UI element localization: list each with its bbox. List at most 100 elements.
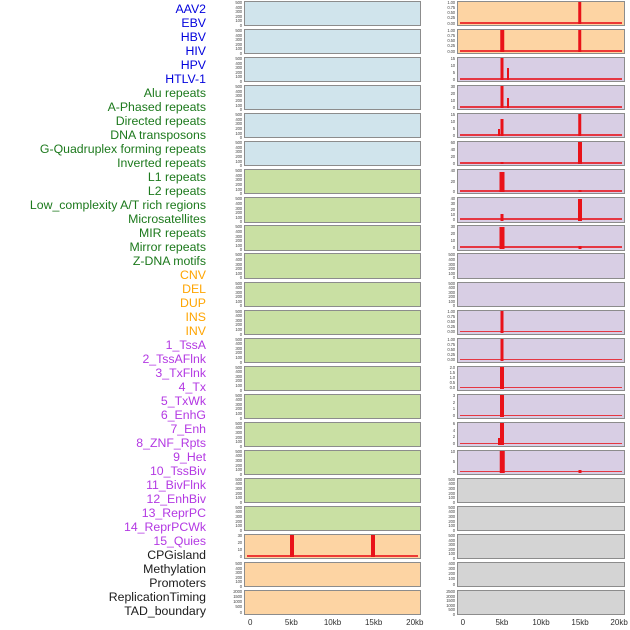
profile-panel-7-enh bbox=[457, 225, 625, 251]
profile-panel-mir-repeats bbox=[244, 449, 421, 475]
y-tick-label: 200 bbox=[235, 406, 242, 412]
signal-baseline bbox=[460, 190, 622, 192]
signal-peak bbox=[500, 310, 504, 333]
y-tick-label: 200 bbox=[235, 97, 242, 103]
y-tick-label: 2.0 bbox=[449, 364, 456, 370]
y-tick-label: 40 bbox=[450, 168, 456, 174]
y-tick-label: 300 bbox=[448, 542, 455, 548]
signal-baseline bbox=[460, 246, 622, 248]
track-label-1-tssa: 1_TssA bbox=[165, 338, 206, 352]
y-tick-label: 300 bbox=[448, 566, 455, 572]
y-tick-label: 0.75 bbox=[447, 341, 455, 347]
signal-peak bbox=[500, 394, 505, 417]
profile-panel-6-enhg bbox=[457, 197, 625, 223]
track-label-hbv: HBV bbox=[180, 30, 206, 44]
y-tick-label: 0 bbox=[239, 247, 242, 253]
y-tick-label: 20 bbox=[237, 539, 243, 545]
signal-peak bbox=[500, 338, 504, 361]
y-tick-label: 0 bbox=[452, 499, 455, 505]
y-tick-label: 0.50 bbox=[447, 318, 455, 324]
track-label-8-znf-rpts: 8_ZNF_Rpts bbox=[136, 436, 206, 450]
x-tick-label: 10kb bbox=[532, 617, 550, 627]
y-tick-label: 200 bbox=[235, 518, 242, 524]
y-tick-label: 200 bbox=[448, 571, 455, 577]
track-label-2-tssaflnk: 2_TssAFlnk bbox=[142, 352, 206, 366]
y-axis-ticks-ins: 1.00 0.75 0.50 0.25 0.00 bbox=[423, 0, 455, 26]
y-tick-label: 3 bbox=[452, 392, 455, 398]
profile-panel-2-tssaflnk bbox=[457, 85, 625, 111]
track-label-3-txflnk: 3_TxFlnk bbox=[155, 366, 206, 380]
y-tick-label: 1.0 bbox=[449, 374, 456, 380]
signal-baseline bbox=[247, 555, 418, 557]
y-tick-label: 300 bbox=[235, 121, 242, 127]
y-axis-ticks-l2-repeats: 500 400 300 200 100 0 bbox=[210, 365, 242, 392]
y-tick-label: 200 bbox=[235, 69, 242, 75]
y-tick-label: 0 bbox=[452, 469, 455, 475]
x-tick-label: 0 bbox=[460, 617, 466, 627]
track-label-dna-transposons: DNA transposons bbox=[110, 128, 206, 142]
y-axis-ticks-hiv: 500 400 300 200 100 0 bbox=[210, 85, 242, 112]
y-tick-label: 100 bbox=[448, 298, 455, 304]
y-tick-label: 0 bbox=[452, 303, 455, 309]
signal-baseline bbox=[460, 162, 622, 164]
track-label-11-bivflnk: 11_BivFlnk bbox=[146, 478, 206, 492]
y-tick-label: 0 bbox=[452, 160, 455, 166]
y-tick-label: 1500 bbox=[233, 594, 242, 600]
y-tick-label: 500 bbox=[235, 140, 242, 146]
y-tick-label: 0 bbox=[452, 413, 455, 419]
track-label-5-txwk: 5_TxWk bbox=[160, 394, 206, 408]
y-axis-ticks-8-znf-rpts: 500 400 300 200 100 0 bbox=[423, 253, 455, 280]
y-tick-label: 300 bbox=[235, 37, 242, 43]
y-tick-label: 500 bbox=[235, 561, 242, 566]
signal-baseline bbox=[460, 330, 622, 333]
y-tick-label: 200 bbox=[448, 546, 455, 552]
y-tick-label: 400 bbox=[235, 200, 242, 206]
y-tick-label: 0 bbox=[452, 216, 455, 222]
y-axis-ticks-2-tssaflnk: 30 20 10 0 bbox=[423, 84, 456, 110]
y-tick-label: 500 bbox=[235, 112, 242, 118]
profile-panel-z-dna-motifs bbox=[244, 505, 421, 532]
x-tick-label: 15kb bbox=[571, 617, 589, 627]
y-tick-label: 500 bbox=[235, 252, 242, 258]
y-tick-label: 0 bbox=[239, 219, 242, 225]
y-axis-ticks-11-bivflnk: 1.00 0.75 0.50 0.25 0.00 bbox=[423, 337, 455, 363]
y-tick-label: 400 bbox=[235, 397, 242, 403]
y-axis-ticks-15-quies: 10 5 0 bbox=[423, 449, 456, 475]
profile-panel-12-enhbiv bbox=[457, 365, 625, 391]
profile-panel-cnv bbox=[244, 533, 421, 560]
profile-panel-cpgisland bbox=[457, 477, 625, 504]
y-tick-label: 0.75 bbox=[447, 313, 455, 319]
y-tick-label: 0.50 bbox=[447, 10, 455, 16]
y-tick-label: 100 bbox=[448, 495, 455, 501]
y-axis-ticks-alu-repeats: 500 400 300 200 100 0 bbox=[210, 169, 242, 196]
y-tick-label: 5 bbox=[452, 459, 455, 465]
y-tick-label: 10 bbox=[450, 97, 456, 103]
y-tick-label: 200 bbox=[235, 462, 242, 468]
y-tick-label: 500 bbox=[448, 504, 455, 510]
y-tick-label: 300 bbox=[235, 457, 242, 463]
y-tick-label: 2000 bbox=[446, 593, 455, 599]
y-axis-ticks-del: 500 400 300 200 100 0 bbox=[210, 561, 242, 588]
y-tick-label: 0 bbox=[239, 609, 242, 615]
track-label-13-reprpc: 13_ReprPC bbox=[141, 506, 206, 520]
y-tick-label: 200 bbox=[235, 154, 242, 160]
y-axis-ticks-hpv: 500 400 300 200 100 0 bbox=[210, 112, 242, 140]
y-tick-label: 200 bbox=[235, 574, 242, 580]
y-tick-label: 0.25 bbox=[447, 323, 455, 329]
y-axis-ticks-3-txflnk: 15 10 5 0 bbox=[423, 113, 456, 138]
y-tick-label: 300 bbox=[448, 289, 455, 295]
y-tick-label: 200 bbox=[235, 125, 242, 131]
signal-peak bbox=[577, 114, 582, 137]
y-tick-label: 0 bbox=[452, 527, 455, 533]
y-axis-ticks-aav2: 500 400 300 200 100 0 bbox=[210, 0, 242, 27]
profile-panel-15-quies bbox=[457, 449, 625, 475]
y-tick-label: 100 bbox=[235, 130, 242, 136]
y-tick-label: 200 bbox=[448, 518, 455, 524]
y-tick-label: 100 bbox=[235, 186, 242, 192]
profile-panel-hpv bbox=[244, 113, 421, 139]
profile-panel-dup bbox=[244, 590, 421, 616]
y-tick-label: 30 bbox=[450, 84, 456, 90]
y-tick-label: 400 bbox=[235, 509, 242, 515]
y-tick-label: 500 bbox=[235, 448, 242, 454]
profile-panel-inv bbox=[457, 29, 625, 55]
